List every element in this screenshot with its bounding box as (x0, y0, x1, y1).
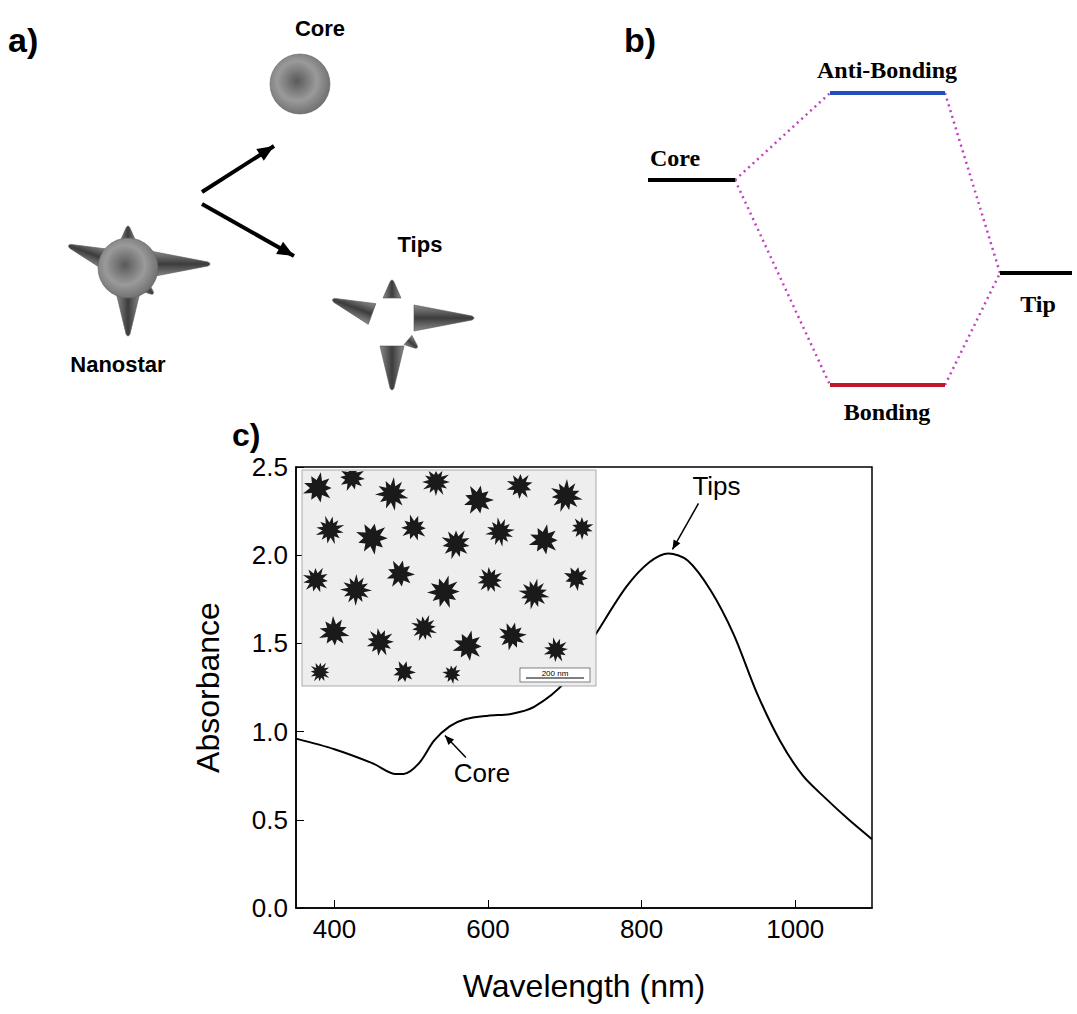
svg-text:Absorbance: Absorbance (190, 602, 226, 773)
svg-text:Tip: Tip (1020, 291, 1056, 317)
svg-text:1.5: 1.5 (252, 628, 288, 658)
svg-text:0.0: 0.0 (252, 893, 288, 923)
svg-text:2.0: 2.0 (252, 540, 288, 570)
svg-text:800: 800 (620, 914, 663, 944)
svg-text:Wavelength (nm): Wavelength (nm) (463, 968, 705, 1004)
svg-text:a): a) (8, 21, 38, 59)
svg-text:Tips: Tips (692, 471, 740, 501)
svg-text:Bonding: Bonding (844, 399, 931, 425)
svg-text:Nanostar: Nanostar (70, 352, 166, 377)
svg-text:2.5: 2.5 (252, 452, 288, 482)
svg-text:1000: 1000 (766, 914, 824, 944)
svg-text:1.0: 1.0 (252, 717, 288, 747)
svg-text:b): b) (624, 21, 656, 59)
svg-text:Core: Core (454, 758, 510, 788)
svg-text:600: 600 (466, 914, 509, 944)
svg-text:Core: Core (295, 16, 345, 41)
svg-text:c): c) (232, 417, 260, 453)
svg-text:Anti-Bonding: Anti-Bonding (817, 57, 957, 83)
svg-text:200 nm: 200 nm (542, 669, 569, 678)
svg-text:Tips: Tips (398, 232, 443, 257)
svg-text:0.5: 0.5 (252, 805, 288, 835)
svg-text:Core: Core (650, 145, 701, 171)
svg-text:400: 400 (313, 914, 356, 944)
